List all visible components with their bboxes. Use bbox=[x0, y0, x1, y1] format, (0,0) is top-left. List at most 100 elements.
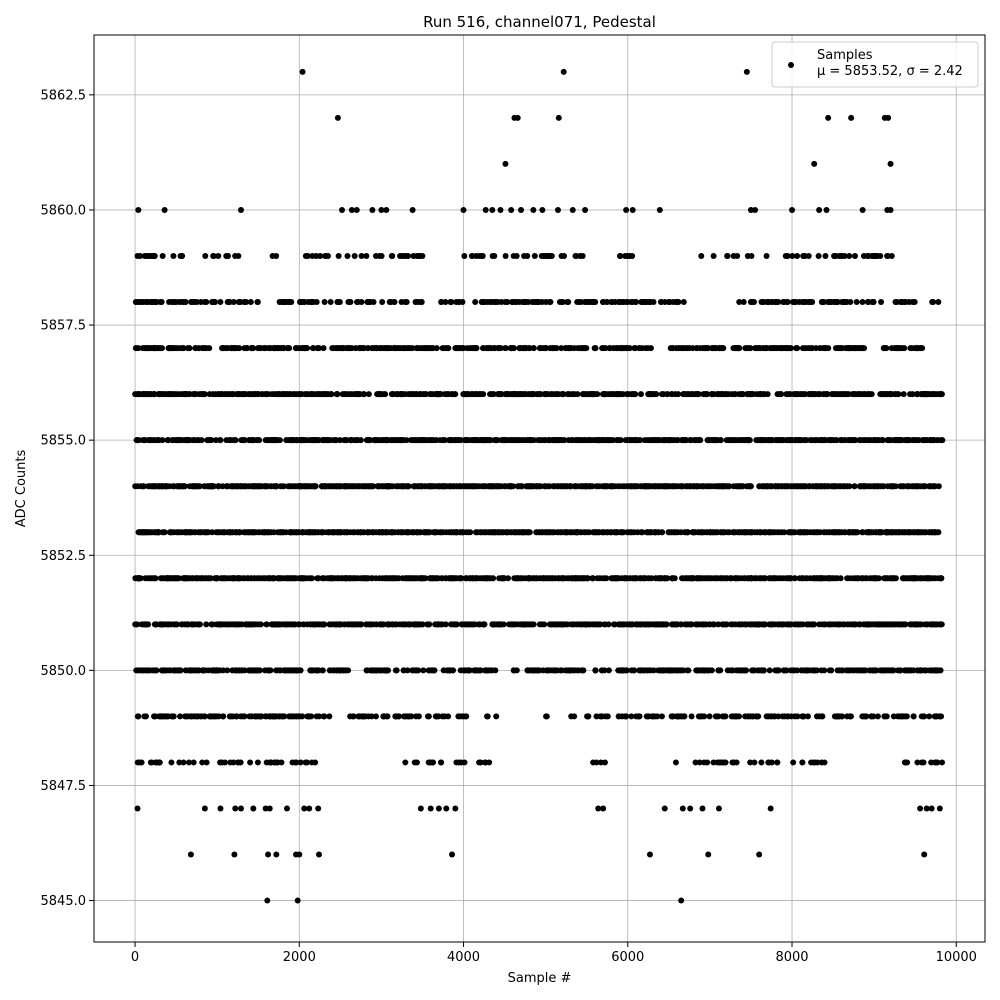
data-point bbox=[756, 851, 763, 858]
data-point bbox=[133, 621, 140, 628]
data-point bbox=[644, 529, 651, 536]
data-point bbox=[203, 529, 210, 536]
data-point bbox=[409, 667, 416, 674]
data-point bbox=[831, 621, 838, 628]
data-point bbox=[134, 437, 141, 444]
data-point bbox=[152, 575, 159, 582]
data-point bbox=[923, 805, 930, 812]
data-point bbox=[664, 391, 671, 398]
data-point bbox=[201, 805, 208, 812]
data-point bbox=[896, 437, 903, 444]
data-point bbox=[704, 437, 711, 444]
data-point bbox=[164, 713, 171, 720]
data-point bbox=[565, 391, 572, 398]
data-point bbox=[838, 667, 845, 674]
data-point bbox=[871, 483, 878, 490]
data-point bbox=[726, 483, 733, 490]
data-point bbox=[728, 713, 735, 720]
data-point bbox=[668, 713, 675, 720]
data-point bbox=[881, 575, 888, 582]
data-point bbox=[665, 529, 672, 536]
data-point bbox=[724, 667, 731, 674]
data-point bbox=[301, 483, 308, 490]
data-point bbox=[610, 621, 617, 628]
data-point bbox=[348, 437, 355, 444]
data-point bbox=[724, 529, 731, 536]
data-point bbox=[256, 667, 263, 674]
data-point bbox=[706, 621, 713, 628]
data-point bbox=[555, 575, 562, 582]
data-point bbox=[430, 759, 437, 766]
data-point bbox=[489, 206, 496, 213]
data-point bbox=[733, 713, 740, 720]
data-point bbox=[921, 437, 928, 444]
data-point bbox=[448, 483, 455, 490]
data-point bbox=[518, 621, 525, 628]
data-point bbox=[843, 391, 850, 398]
data-point bbox=[156, 759, 163, 766]
data-point bbox=[263, 759, 270, 766]
data-point bbox=[825, 114, 832, 121]
data-point bbox=[134, 483, 141, 490]
data-point bbox=[639, 529, 646, 536]
data-point bbox=[580, 575, 587, 582]
data-point bbox=[159, 713, 166, 720]
data-point bbox=[758, 759, 765, 766]
data-point bbox=[916, 529, 923, 536]
data-point bbox=[687, 805, 694, 812]
data-point bbox=[463, 621, 470, 628]
data-point bbox=[753, 575, 760, 582]
data-point bbox=[684, 575, 691, 582]
data-point bbox=[753, 713, 760, 720]
data-point bbox=[321, 621, 328, 628]
data-point bbox=[623, 206, 630, 213]
data-point bbox=[641, 621, 648, 628]
data-point bbox=[307, 621, 314, 628]
data-point bbox=[766, 667, 773, 674]
data-point bbox=[722, 713, 729, 720]
data-point bbox=[246, 529, 253, 536]
data-point bbox=[137, 529, 144, 536]
data-point bbox=[413, 713, 420, 720]
data-point bbox=[478, 529, 485, 536]
data-point bbox=[442, 575, 449, 582]
data-point bbox=[804, 713, 811, 720]
data-point bbox=[932, 713, 939, 720]
data-point bbox=[609, 483, 616, 490]
data-point bbox=[217, 759, 224, 766]
data-point bbox=[582, 206, 589, 213]
data-point bbox=[628, 667, 635, 674]
data-point bbox=[314, 575, 321, 582]
data-point bbox=[209, 483, 216, 490]
data-point bbox=[721, 575, 728, 582]
data-point bbox=[863, 575, 870, 582]
data-point bbox=[763, 713, 770, 720]
data-point bbox=[844, 621, 851, 628]
data-point bbox=[339, 206, 345, 213]
data-point bbox=[278, 759, 285, 766]
data-point bbox=[380, 437, 387, 444]
data-point bbox=[882, 529, 889, 536]
data-point bbox=[217, 805, 224, 812]
data-point bbox=[348, 483, 355, 490]
data-point bbox=[685, 667, 692, 674]
data-point bbox=[425, 621, 432, 628]
data-point bbox=[679, 805, 686, 812]
data-point bbox=[419, 437, 426, 444]
data-point bbox=[169, 437, 176, 444]
data-point bbox=[289, 713, 296, 720]
data-point bbox=[557, 529, 564, 536]
data-point bbox=[202, 575, 209, 582]
data-point bbox=[477, 575, 484, 582]
data-point bbox=[308, 759, 315, 766]
data-point bbox=[502, 160, 509, 167]
data-point bbox=[411, 437, 418, 444]
data-point bbox=[861, 391, 868, 398]
data-point bbox=[447, 667, 454, 674]
data-point bbox=[413, 667, 420, 674]
data-point bbox=[412, 621, 419, 628]
data-point bbox=[713, 713, 720, 720]
data-point bbox=[673, 529, 680, 536]
data-point bbox=[854, 575, 861, 582]
